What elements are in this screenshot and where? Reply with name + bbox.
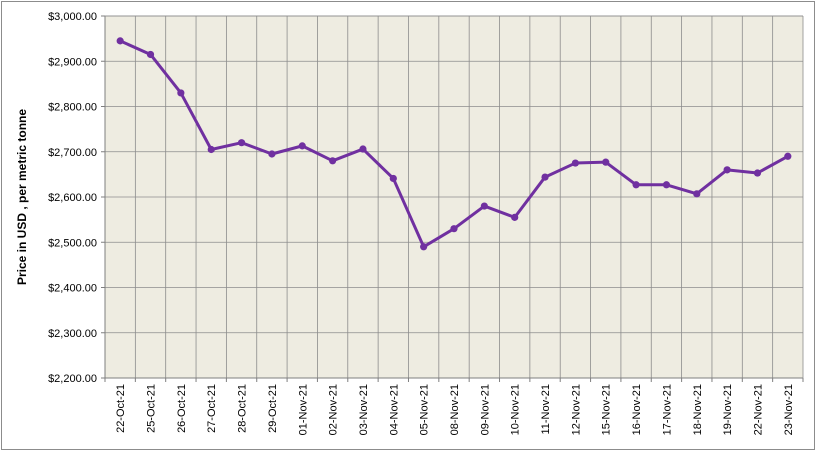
data-point — [268, 150, 276, 158]
data-point — [359, 145, 367, 153]
x-tick-label: 23-Nov-21 — [783, 384, 795, 435]
data-point — [753, 169, 762, 177]
y-tick-label: $2,300.00 — [48, 328, 97, 340]
x-tick-label: 12-Nov-21 — [570, 384, 582, 435]
data-point — [662, 181, 671, 189]
x-tick-label: 01-Nov-21 — [297, 384, 309, 435]
x-tick-label: 09-Nov-21 — [479, 384, 491, 435]
x-tick-label: 28-Oct-21 — [237, 384, 249, 433]
y-tick-label: $2,400.00 — [48, 283, 97, 295]
data-point — [389, 174, 397, 183]
y-tick-label: $2,700.00 — [48, 147, 97, 159]
data-point — [632, 181, 640, 189]
x-tick-label: 10-Nov-21 — [510, 384, 522, 435]
gridlines — [105, 15, 803, 379]
y-axis-label: Price in USD , per metric tonne — [15, 109, 29, 285]
x-axis-ticks: 22-Oct-21 25-Oct-21 26-Oct-21 27-Oct-21 28-O… — [104, 378, 804, 435]
data-point — [693, 190, 701, 198]
data-point — [116, 37, 124, 45]
x-tick-label: 19-Nov-21 — [722, 384, 734, 435]
x-tick-label: 11-Nov-21 — [540, 384, 552, 435]
y-tick-label: $2,200.00 — [48, 373, 97, 385]
x-tick-label: 27-Oct-21 — [206, 384, 218, 433]
x-tick-label: 08-Nov-21 — [449, 384, 461, 435]
data-point — [420, 243, 428, 251]
data-point — [450, 225, 458, 233]
data-point — [237, 139, 246, 147]
data-point — [784, 152, 792, 160]
data-point — [298, 142, 306, 150]
data-point — [723, 166, 731, 174]
y-tick-label: $2,900.00 — [48, 56, 97, 68]
data-point — [177, 89, 185, 97]
x-tick-label: 25-Oct-21 — [146, 384, 158, 433]
series — [116, 37, 792, 251]
x-tick-label: 02-Nov-21 — [328, 384, 340, 435]
data-point — [207, 145, 215, 154]
y-tick-label: $2,500.00 — [48, 237, 97, 249]
x-tick-label: 16-Nov-21 — [631, 384, 643, 435]
data-point — [571, 159, 579, 167]
axes — [104, 15, 804, 379]
x-tick-label: 22-Oct-21 — [115, 384, 127, 433]
x-tick-label: 26-Oct-21 — [176, 384, 188, 433]
x-tick-label: 29-Oct-21 — [267, 384, 279, 433]
y-tick-label: $2,800.00 — [48, 102, 97, 114]
data-point — [329, 157, 337, 165]
data-point — [541, 173, 549, 181]
data-point — [602, 158, 610, 166]
y-tick-label: $2,600.00 — [48, 192, 97, 204]
y-tick-label: $3,000.00 — [48, 11, 97, 23]
x-tick-label: 18-Nov-21 — [692, 384, 704, 435]
x-tick-label: 22-Nov-21 — [752, 384, 764, 435]
y-axis-ticks: $2,200.00 $2,300.00 $2,400.00 $2,500.00 $2,6… — [48, 11, 105, 385]
x-tick-label: 05-Nov-21 — [419, 384, 431, 435]
x-tick-label: 17-Nov-21 — [661, 384, 673, 435]
data-point — [480, 202, 488, 210]
data-point — [511, 213, 519, 221]
x-tick-label: 03-Nov-21 — [358, 384, 370, 435]
data-point — [146, 50, 155, 59]
x-tick-label: 15-Nov-21 — [601, 384, 613, 435]
x-tick-label: 04-Nov-21 — [388, 384, 400, 435]
